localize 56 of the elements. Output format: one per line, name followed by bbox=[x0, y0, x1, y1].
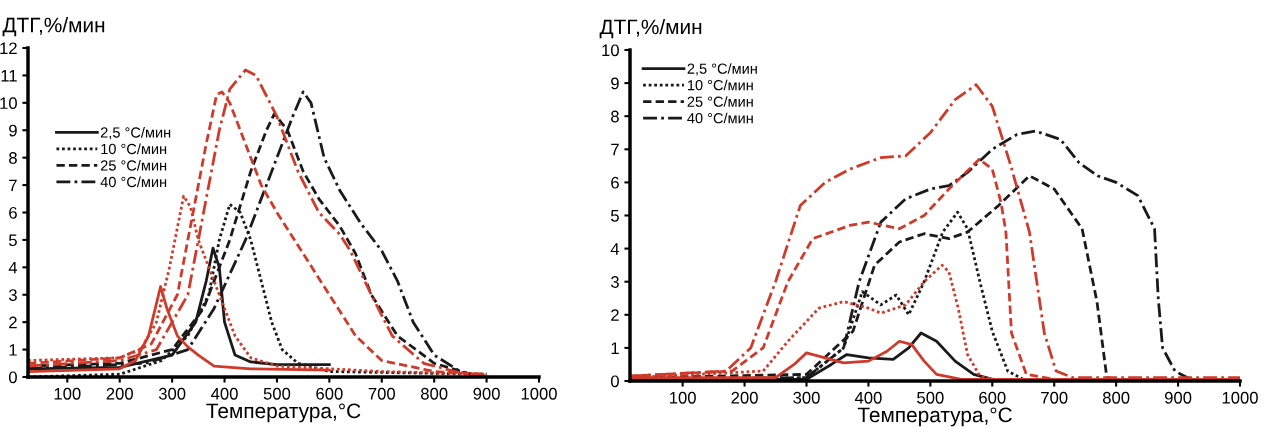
y-tick-label: 5 bbox=[610, 210, 619, 222]
y-tick-label: 7 bbox=[9, 179, 17, 192]
x-tick-label: 500 bbox=[263, 387, 291, 400]
y-axis-title: ДТГ,%/мин bbox=[2, 17, 105, 37]
x-tick-label: 700 bbox=[368, 387, 396, 400]
y-tick-label: 11 bbox=[1, 69, 17, 82]
y-tick-label: 1 bbox=[611, 342, 619, 354]
x-axis-title: Температура,°C bbox=[206, 403, 361, 423]
y-tick-label: 10 bbox=[0, 97, 17, 110]
legend-label: 40 °C/мин bbox=[100, 176, 167, 188]
x-tick-label: 600 bbox=[979, 391, 1006, 404]
x-tick-label: 800 bbox=[421, 387, 448, 400]
y-tick-label: 6 bbox=[611, 176, 619, 189]
legend-label: 2,5 °C/мин bbox=[687, 63, 757, 76]
x-tick-label: 100 bbox=[670, 391, 696, 404]
legend-label: 25 °C/мин bbox=[687, 96, 753, 107]
x-tick-label: 200 bbox=[731, 391, 758, 404]
y-tick-label: 7 bbox=[611, 143, 619, 156]
x-tick-label: 1000 bbox=[1222, 391, 1258, 404]
legend-label: 2,5 °C/мин bbox=[100, 126, 171, 140]
x-tick-label: 800 bbox=[1102, 391, 1130, 404]
x-tick-label: 500 bbox=[917, 391, 944, 404]
y-tick-label: 0 bbox=[8, 371, 17, 384]
y-tick-label: 5 bbox=[8, 234, 17, 247]
y-tick-label: 3 bbox=[610, 276, 619, 288]
y-tick-label: 0 bbox=[610, 375, 619, 388]
x-tick-label: 700 bbox=[1041, 391, 1068, 404]
x-tick-label: 300 bbox=[158, 387, 186, 400]
y-tick-label: 6 bbox=[9, 206, 17, 219]
x-tick-label: 300 bbox=[793, 391, 820, 404]
x-tick-label: 600 bbox=[316, 387, 343, 400]
x-tick-label: 1000 bbox=[521, 387, 557, 400]
y-tick-label: 12 bbox=[0, 42, 17, 55]
y-tick-label: 8 bbox=[611, 110, 619, 123]
y-tick-label: 9 bbox=[9, 124, 17, 137]
y-axis-title: ДТГ,%/мин bbox=[599, 18, 702, 39]
x-tick-label: 900 bbox=[1164, 391, 1192, 404]
x-tick-label: 100 bbox=[54, 387, 81, 400]
x-axis-title: Температура,°C bbox=[857, 407, 1012, 427]
y-tick-label: 9 bbox=[611, 77, 619, 90]
y-tick-label: 4 bbox=[8, 261, 18, 274]
y-tick-label: 10 bbox=[602, 44, 619, 57]
y-tick-label: 2 bbox=[611, 309, 619, 321]
y-tick-label: 2 bbox=[9, 316, 17, 329]
y-tick-label: 4 bbox=[610, 243, 620, 255]
legend-label: 10 °C/мин bbox=[687, 79, 753, 91]
legend-label: 25 °C/мин bbox=[100, 159, 167, 171]
x-tick-label: 900 bbox=[473, 387, 500, 400]
y-tick-label: 3 bbox=[8, 289, 17, 301]
legend-label: 10 °C/мин bbox=[101, 143, 167, 155]
y-tick-label: 1 bbox=[9, 344, 17, 356]
x-tick-label: 400 bbox=[854, 391, 882, 404]
x-tick-label: 400 bbox=[211, 387, 238, 400]
y-tick-label: 8 bbox=[9, 152, 17, 164]
x-tick-label: 200 bbox=[106, 387, 133, 400]
legend-label: 40 °C/мин bbox=[687, 112, 753, 124]
